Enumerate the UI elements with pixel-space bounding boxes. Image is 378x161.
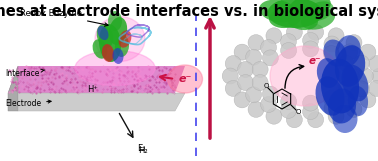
Text: e⁻: e⁻ [178,74,192,84]
Circle shape [237,75,254,91]
Circle shape [308,24,324,40]
Polygon shape [8,66,18,111]
Circle shape [222,68,238,84]
Circle shape [338,55,354,71]
Circle shape [353,81,369,97]
Text: H⁺: H⁺ [88,85,98,94]
Ellipse shape [307,1,333,21]
Circle shape [302,32,319,48]
Circle shape [343,68,359,84]
Ellipse shape [102,44,114,62]
Text: Electrode: Electrode [5,99,51,108]
Ellipse shape [289,0,331,17]
Ellipse shape [328,89,356,123]
Circle shape [324,36,340,52]
Text: H₂: H₂ [138,146,148,155]
Circle shape [302,95,319,111]
Text: Interface: Interface [5,69,45,78]
Circle shape [328,28,344,44]
Circle shape [246,49,262,65]
Circle shape [280,94,297,109]
Circle shape [280,34,296,50]
Circle shape [237,62,254,77]
Circle shape [308,112,324,128]
Circle shape [234,44,250,60]
Circle shape [287,24,302,40]
Ellipse shape [269,8,301,28]
Circle shape [234,92,250,108]
Circle shape [372,68,378,84]
Ellipse shape [259,0,297,22]
Ellipse shape [348,86,368,116]
Circle shape [346,101,362,117]
Circle shape [302,104,319,120]
Circle shape [287,112,302,128]
Circle shape [246,87,262,103]
Ellipse shape [119,30,132,48]
Text: Redox Enzyme: Redox Enzyme [20,9,108,26]
Circle shape [252,75,268,90]
Text: O: O [295,109,301,115]
Circle shape [338,81,354,97]
Ellipse shape [93,39,107,59]
Ellipse shape [108,11,122,31]
Circle shape [260,39,277,56]
Ellipse shape [316,76,344,116]
Circle shape [369,56,378,71]
Circle shape [262,86,279,102]
Polygon shape [8,66,185,93]
Circle shape [360,92,376,108]
Ellipse shape [75,51,155,85]
Ellipse shape [270,46,340,106]
Circle shape [346,35,362,51]
Circle shape [324,100,340,116]
Circle shape [262,50,279,66]
Ellipse shape [98,26,108,40]
Circle shape [360,44,376,60]
Circle shape [280,102,296,118]
Circle shape [358,68,373,84]
Circle shape [342,92,358,108]
Ellipse shape [317,58,339,88]
Ellipse shape [97,24,113,48]
Ellipse shape [95,16,145,62]
Ellipse shape [321,59,359,114]
Circle shape [266,108,282,124]
Ellipse shape [268,0,322,28]
Ellipse shape [324,39,347,66]
Polygon shape [18,93,185,111]
Ellipse shape [288,12,318,30]
Circle shape [323,46,339,62]
Ellipse shape [167,65,203,93]
FancyArrowPatch shape [285,65,304,88]
Circle shape [353,55,369,71]
Ellipse shape [335,45,365,87]
Ellipse shape [335,35,361,67]
Ellipse shape [333,105,358,133]
Text: Enzymes at electrode interfaces vs. in biological systems: Enzymes at electrode interfaces vs. in b… [0,4,378,19]
Text: O: O [263,83,269,89]
Circle shape [248,35,264,51]
Circle shape [225,56,241,71]
Circle shape [260,97,277,113]
Ellipse shape [109,17,127,45]
Text: e⁻: e⁻ [309,56,321,66]
Circle shape [266,28,282,44]
Circle shape [252,62,268,77]
Circle shape [302,41,319,57]
Ellipse shape [115,35,129,57]
Ellipse shape [342,65,369,101]
Circle shape [328,108,344,124]
Circle shape [369,80,378,96]
Circle shape [280,43,297,58]
Ellipse shape [113,48,124,64]
Circle shape [248,101,264,117]
Ellipse shape [99,24,121,62]
Circle shape [342,44,358,60]
Circle shape [225,80,241,96]
Circle shape [323,90,339,106]
Text: E₂: E₂ [137,144,146,153]
Ellipse shape [301,8,335,30]
